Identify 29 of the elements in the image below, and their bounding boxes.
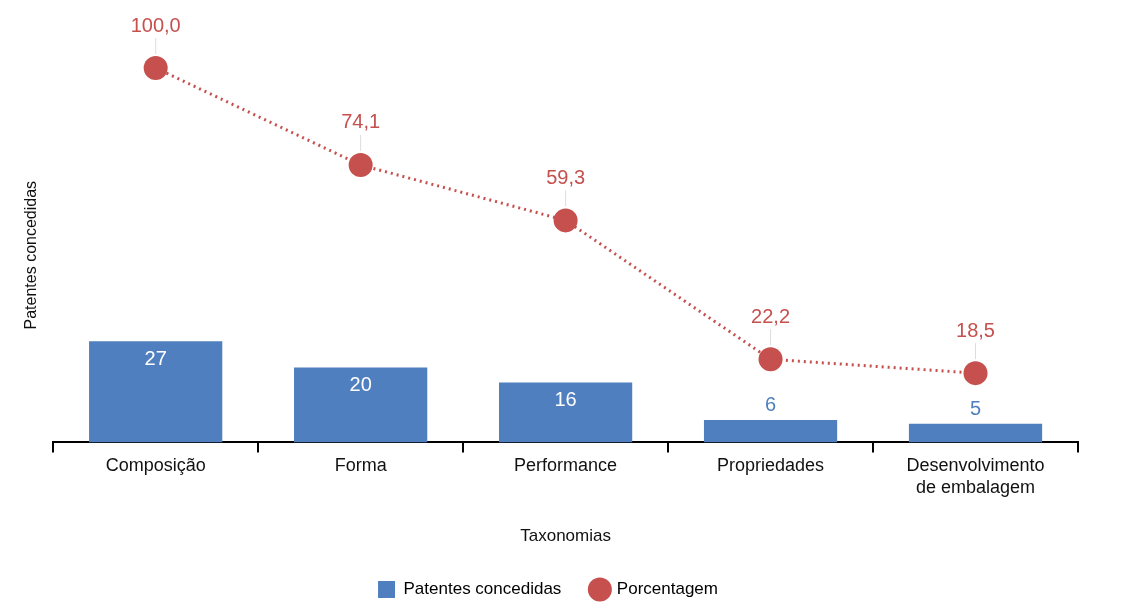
y-axis-title: Patentes concedidas (22, 180, 40, 330)
bar (294, 367, 428, 443)
data-label: 59,3 (546, 165, 586, 188)
bar (89, 341, 223, 443)
data-label: 20 (349, 373, 372, 396)
point (348, 152, 373, 177)
x-tick-label: Composição (105, 455, 206, 476)
point (758, 347, 783, 372)
data-label: 100,0 (130, 13, 181, 36)
data-label: 16 (554, 388, 577, 411)
data-label: 6 (765, 393, 777, 416)
bar (498, 382, 633, 443)
x-tick-label: Forma (334, 455, 388, 476)
x-tick-label: Desenvolvimento de embalagem (906, 455, 1045, 497)
bar (908, 423, 1043, 443)
x-tick-label: Propriedades (717, 455, 825, 476)
bar (703, 419, 838, 443)
point (143, 56, 168, 80)
point (963, 361, 988, 386)
data-label: 5 (969, 397, 982, 420)
data-label: 74,1 (341, 110, 381, 133)
x-axis-title: Taxonomias (520, 526, 611, 546)
legend-label: Porcentagem (616, 579, 718, 599)
legend-label: Patentes concedidas (403, 579, 562, 599)
data-label: 27 (144, 346, 167, 369)
x-tick-label: Performance (514, 455, 618, 476)
data-label: 22,2 (751, 304, 791, 327)
data-label: 18,5 (956, 318, 995, 341)
point (553, 208, 578, 233)
